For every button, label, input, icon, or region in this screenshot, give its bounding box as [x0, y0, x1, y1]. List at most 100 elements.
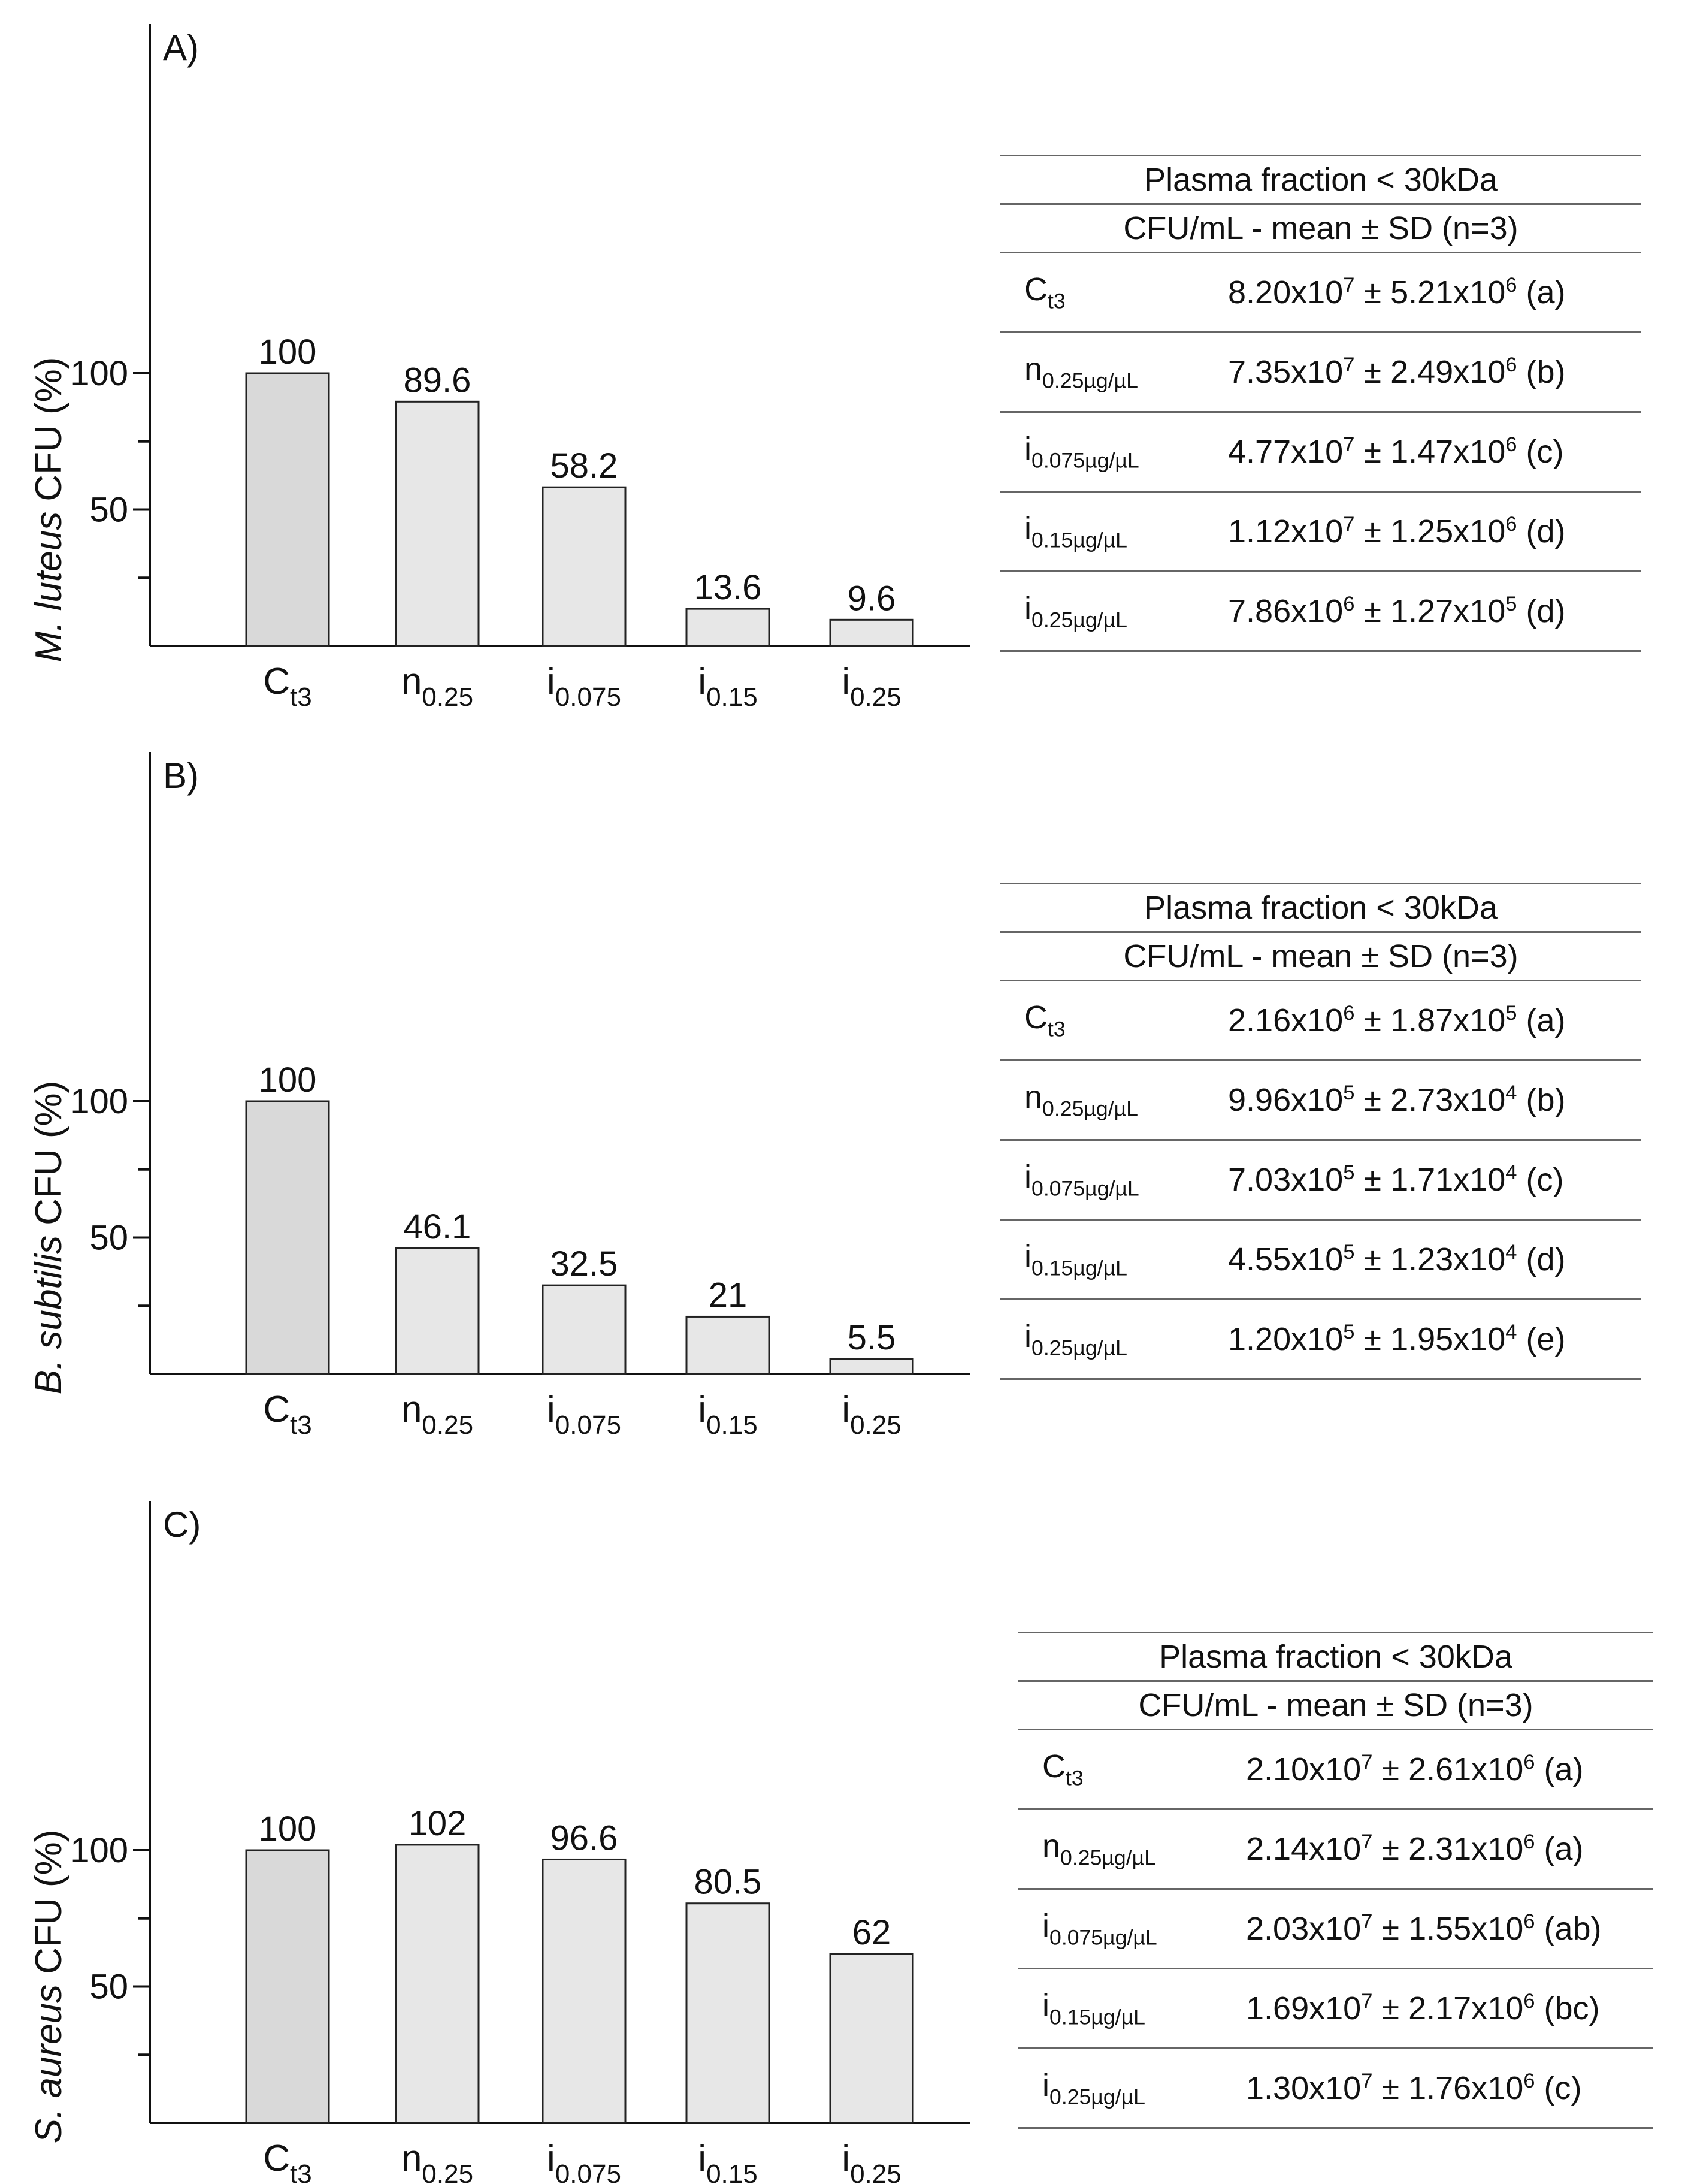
table-row: i0.25µg/µL 7.86x106 ± 1.27x105 (d)	[1000, 570, 1641, 652]
x-tick-label: i0.075	[547, 661, 621, 712]
bar-value-label: 100	[259, 1810, 317, 1848]
table-row: i0.15µg/µL 1.69x107 ± 2.17x106 (bc)	[1018, 1968, 1653, 2049]
bar	[245, 1849, 330, 2124]
table-row: n0.25µg/µL 9.96x105 ± 2.73x104 (b)	[1000, 1059, 1641, 1140]
y-axis-unit: CFU (%)	[28, 357, 69, 512]
table-row-value: 7.03x105 ± 1.71x104 (c)	[1228, 1139, 1641, 1220]
table-row-value: 2.14x107 ± 2.31x106 (a)	[1246, 1808, 1653, 1889]
bar-value-label: 32.5	[550, 1244, 618, 1283]
bar	[395, 400, 480, 647]
y-tick-label: 50	[89, 491, 128, 530]
table-row-label: Ct3	[1000, 980, 1228, 1061]
y-tick-label: 100	[70, 1082, 128, 1121]
panel-a: A) 50 100 M. luteus CFU (%) 100 Ct3 89.6 n0.25 5…	[0, 0, 1691, 712]
y-axis-label: S. aureus CFU (%)	[28, 1830, 69, 2144]
table-row: i0.15µg/µL 4.55x105 ± 1.23x104 (d)	[1000, 1219, 1641, 1300]
bar	[395, 1247, 480, 1375]
table-row: i0.15µg/µL 1.12x107 ± 1.25x106 (d)	[1000, 491, 1641, 572]
table-row-value: 7.35x107 ± 2.49x106 (b)	[1228, 331, 1641, 412]
table-row-label: i0.075µg/µL	[1000, 411, 1228, 492]
panel-label: A)	[163, 28, 199, 68]
x-tick-label: i0.15	[698, 2138, 757, 2184]
table-header-stat: CFU/mL - mean ± SD (n=3)	[1000, 931, 1641, 981]
table-row-value: 4.77x107 ± 1.47x106 (c)	[1228, 411, 1641, 492]
bar	[542, 486, 627, 647]
table-header-fraction: Plasma fraction < 30kDa	[1000, 883, 1641, 932]
bar-value-label: 9.6	[848, 579, 896, 618]
table-row-value: 7.86x106 ± 1.27x105 (d)	[1228, 570, 1641, 652]
bar-value-label: 21	[709, 1276, 748, 1315]
panel-label: B)	[163, 756, 199, 796]
y-axis-label: M. luteus CFU (%)	[28, 357, 69, 663]
bar	[829, 1358, 914, 1375]
table-row: i0.25µg/µL 1.30x107 ± 1.76x106 (c)	[1018, 2047, 1653, 2129]
x-tick-label: i0.075	[547, 2138, 621, 2184]
table-row-label: i0.075µg/µL	[1000, 1139, 1228, 1220]
table-row: i0.25µg/µL 1.20x105 ± 1.95x104 (e)	[1000, 1298, 1641, 1380]
table-row-value: 4.55x105 ± 1.23x104 (d)	[1228, 1219, 1641, 1300]
table-row-label: n0.25µg/µL	[1000, 331, 1228, 412]
y-axis-unit: CFU (%)	[28, 1830, 69, 1984]
x-tick-label: Ct3	[263, 661, 311, 712]
panel-c: C) 50 100 S. aureus CFU (%) 100 Ct3 102 n0.25 96…	[0, 1477, 1691, 2184]
x-tick-label: n0.25	[401, 1389, 473, 1440]
table-row-value: 1.30x107 ± 1.76x106 (c)	[1246, 2047, 1653, 2129]
y-axis-organism: B. subtilis	[28, 1236, 69, 1394]
table-row-label: i0.25µg/µL	[1000, 570, 1228, 652]
table-row-label: Ct3	[1018, 1729, 1246, 1810]
table-row-value: 9.96x105 ± 2.73x104 (b)	[1228, 1059, 1641, 1140]
bar-value-label: 80.5	[694, 1863, 762, 1902]
bar-value-label: 96.6	[550, 1819, 618, 1857]
table-row: Ct3 8.20x107 ± 5.21x106 (a)	[1000, 252, 1641, 333]
table-row: i0.075µg/µL 7.03x105 ± 1.71x104 (c)	[1000, 1139, 1641, 1220]
bar	[542, 1284, 627, 1375]
bar	[542, 1858, 627, 2124]
bar-value-label: 102	[409, 1804, 467, 1843]
x-tick-label: n0.25	[401, 2138, 473, 2184]
bar-value-label: 13.6	[694, 568, 762, 607]
table-header-fraction: Plasma fraction < 30kDa	[1018, 1632, 1653, 1681]
y-tick-label: 50	[89, 1968, 128, 2007]
table-row: i0.075µg/µL 4.77x107 ± 1.47x106 (c)	[1000, 411, 1641, 492]
table-row-value: 2.03x107 ± 1.55x106 (ab)	[1246, 1888, 1653, 1969]
y-tick-label: 100	[70, 1831, 128, 1870]
x-tick-label: i0.15	[698, 661, 757, 712]
table-row-value: 1.20x105 ± 1.95x104 (e)	[1228, 1298, 1641, 1380]
y-axis-unit: CFU (%)	[28, 1081, 69, 1236]
y-axis-label: B. subtilis CFU (%)	[28, 1081, 69, 1395]
y-tick-label: 100	[70, 354, 128, 393]
table-row: n0.25µg/µL 7.35x107 ± 2.49x106 (b)	[1000, 331, 1641, 412]
x-tick-label: i0.25	[842, 661, 901, 712]
x-tick-label: i0.15	[698, 1389, 757, 1440]
bar-value-label: 46.1	[404, 1207, 471, 1246]
bar-value-label: 100	[259, 333, 317, 371]
x-tick-label: Ct3	[263, 2138, 311, 2184]
summary-table-b: Plasma fraction < 30kDa CFU/mL - mean ± …	[1000, 883, 1641, 1380]
bar-value-label: 62	[852, 1913, 891, 1952]
bar-value-label: 89.6	[404, 361, 471, 400]
x-tick-label: i0.25	[842, 1389, 901, 1440]
table-row-label: n0.25µg/µL	[1018, 1808, 1246, 1889]
table-header-stat: CFU/mL - mean ± SD (n=3)	[1018, 1680, 1653, 1730]
panel-label: C)	[163, 1505, 201, 1545]
table-row: Ct3 2.10x107 ± 2.61x106 (a)	[1018, 1729, 1653, 1810]
y-axis-organism: M. luteus	[28, 512, 69, 663]
bar-value-label: 5.5	[848, 1318, 896, 1357]
table-row-value: 1.12x107 ± 1.25x106 (d)	[1228, 491, 1641, 572]
table-row-label: i0.25µg/µL	[1000, 1298, 1228, 1380]
table-row-value: 2.16x106 ± 1.87x105 (a)	[1228, 980, 1641, 1061]
table-header-fraction: Plasma fraction < 30kDa	[1000, 155, 1641, 204]
bar-value-label: 58.2	[550, 446, 618, 485]
bar	[245, 372, 330, 647]
x-tick-label: n0.25	[401, 661, 473, 712]
x-tick-label: Ct3	[263, 1389, 311, 1440]
bar	[685, 1315, 770, 1375]
table-row-label: n0.25µg/µL	[1000, 1059, 1228, 1140]
bar-value-label: 100	[259, 1061, 317, 1099]
table-row: Ct3 2.16x106 ± 1.87x105 (a)	[1000, 980, 1641, 1061]
table-row-label: i0.25µg/µL	[1018, 2047, 1246, 2129]
bar	[829, 1953, 914, 2124]
